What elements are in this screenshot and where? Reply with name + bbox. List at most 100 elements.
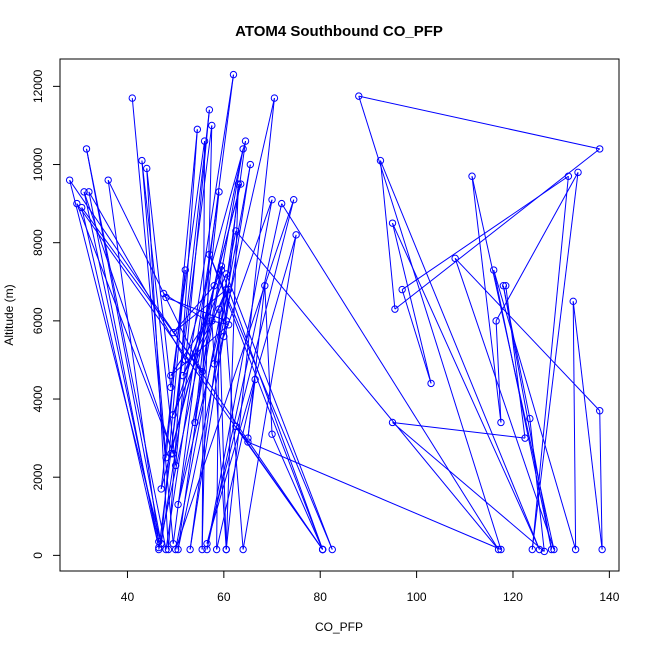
series-segment — [206, 234, 297, 544]
series-segment — [392, 222, 540, 550]
series-segment — [146, 168, 169, 550]
series-segment — [208, 254, 324, 550]
data-point — [162, 453, 170, 462]
data-point — [494, 545, 503, 554]
series-segment — [247, 441, 502, 550]
series-segment — [454, 257, 601, 412]
series-segment — [454, 258, 555, 550]
data-point — [596, 407, 604, 415]
series-segment — [392, 223, 432, 384]
series-layer — [65, 70, 606, 556]
series-segment — [88, 191, 186, 361]
data-point — [198, 545, 206, 554]
y-tick-label: 8000 — [31, 229, 45, 256]
data-point — [169, 450, 177, 458]
data-point — [198, 367, 206, 376]
data-point — [215, 188, 223, 196]
series-segment — [572, 301, 577, 550]
data-point — [468, 172, 476, 180]
series-segment — [177, 289, 230, 505]
data-point — [200, 137, 209, 145]
data-point — [569, 297, 577, 306]
data-point — [244, 434, 252, 442]
data-point — [388, 219, 397, 227]
series-segment — [163, 293, 208, 322]
series-segment — [220, 270, 244, 550]
data-point — [490, 266, 498, 274]
data-point — [526, 414, 534, 423]
series-segment — [271, 434, 324, 550]
series-segment — [184, 140, 247, 361]
data-point — [205, 106, 214, 114]
data-point — [237, 180, 245, 188]
data-point — [191, 418, 199, 427]
x-tick-label: 80 — [314, 590, 328, 604]
series-segment — [379, 160, 540, 550]
data-point — [261, 281, 269, 290]
series-segment — [392, 421, 526, 439]
series-segment — [218, 309, 227, 550]
series-segment — [223, 184, 239, 337]
data-point — [155, 543, 163, 552]
data-point — [521, 434, 529, 442]
series-segment — [170, 141, 206, 388]
series-segment — [502, 285, 531, 419]
series-segment — [146, 168, 172, 388]
data-point — [167, 371, 175, 380]
series-segment — [213, 164, 251, 364]
data-point — [535, 545, 544, 554]
series-segment — [211, 320, 227, 550]
data-point — [598, 545, 606, 554]
data-point — [229, 70, 238, 79]
data-point — [571, 545, 580, 554]
series-segment — [529, 418, 545, 552]
series-segment — [495, 320, 502, 423]
x-axis: 40 60 80 100 120 140 — [121, 570, 620, 604]
data-point — [376, 156, 385, 165]
series-segment — [505, 285, 526, 439]
data-point — [203, 317, 211, 325]
data-point — [232, 422, 240, 431]
data-point — [157, 485, 165, 493]
data-point — [85, 188, 93, 196]
data-point — [222, 317, 230, 325]
data-point — [244, 438, 252, 446]
data-point — [234, 180, 243, 188]
data-point — [162, 545, 170, 554]
data-point — [222, 285, 230, 294]
y-tick-label: 6000 — [31, 307, 45, 334]
data-point — [65, 176, 74, 184]
data-point — [391, 305, 399, 313]
data-point — [128, 94, 136, 102]
series-segment — [172, 289, 227, 333]
chart-title: ATOM4 Southbound CO_PFP — [235, 23, 443, 40]
series-segment — [81, 207, 203, 372]
data-point — [239, 545, 247, 554]
data-point — [82, 145, 91, 153]
data-point — [290, 196, 298, 204]
series-segment — [86, 148, 167, 550]
data-point — [157, 539, 165, 548]
data-point — [210, 281, 218, 290]
data-point — [215, 305, 223, 313]
data-point — [174, 545, 182, 554]
data-point — [270, 94, 279, 102]
series-segment — [471, 176, 502, 423]
data-point — [167, 383, 175, 392]
data-point — [217, 266, 226, 274]
series-segment — [264, 285, 273, 435]
data-point — [169, 410, 177, 419]
x-axis-label: CO_PFP — [315, 620, 363, 634]
data-point — [528, 545, 536, 554]
series-segment — [165, 129, 198, 458]
data-point — [208, 317, 216, 325]
data-point — [171, 545, 180, 554]
data-point — [224, 321, 233, 329]
data-point — [497, 545, 505, 554]
series-segment — [225, 184, 239, 550]
data-point — [241, 137, 250, 145]
data-point — [268, 196, 276, 204]
series-segment — [86, 148, 162, 544]
data-point — [224, 285, 233, 294]
y-tick-label: 0 — [31, 552, 45, 559]
